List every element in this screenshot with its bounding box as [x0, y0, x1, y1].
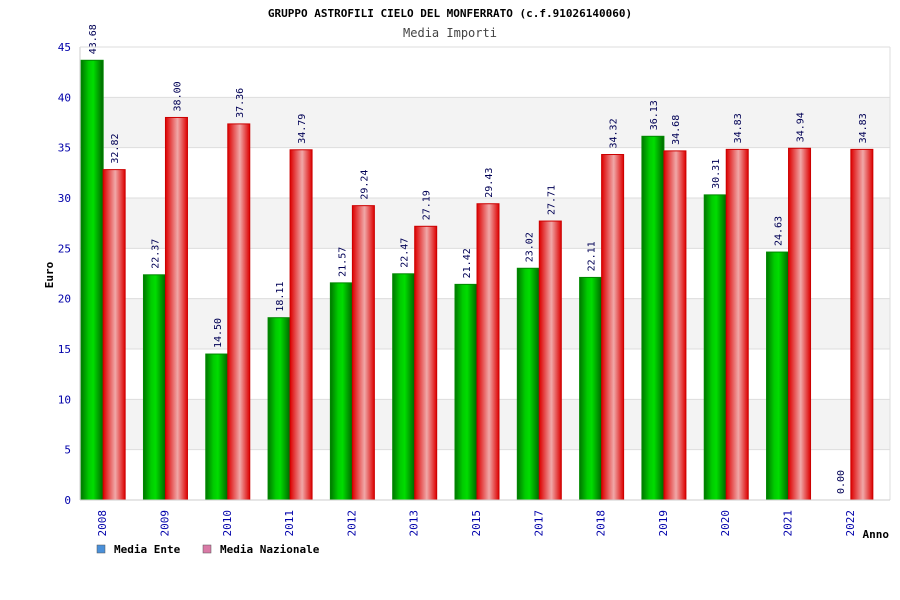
- bar-media-nazionale: [850, 148, 874, 501]
- bar-media-nazionale: [476, 203, 500, 501]
- bar-media-ente: [392, 273, 416, 501]
- bar-media-nazionale: [663, 150, 687, 501]
- chart-subtitle: Media Importi: [403, 26, 497, 40]
- legend-label: Media Nazionale: [220, 543, 320, 556]
- bars-group: [80, 59, 874, 501]
- x-tick-label: 2017: [532, 510, 545, 537]
- bar-media-nazionale: [164, 116, 188, 501]
- grid-band: [80, 97, 890, 148]
- data-label: 21.42: [462, 248, 473, 278]
- data-label: 22.37: [150, 239, 161, 269]
- data-label: 0.00: [836, 470, 847, 494]
- y-tick-label: 45: [58, 41, 71, 54]
- data-label: 22.11: [587, 241, 598, 271]
- bar-media-ente: [641, 135, 665, 501]
- bar-media-ente: [703, 194, 727, 501]
- x-tick-label: 2011: [283, 510, 296, 537]
- x-tick-label: 2013: [408, 510, 421, 537]
- x-tick-label: 2022: [844, 510, 857, 537]
- data-label: 27.71: [546, 185, 557, 215]
- x-tick-label: 2010: [221, 510, 234, 537]
- data-label: 43.68: [88, 24, 99, 54]
- y-tick-label: 15: [58, 343, 71, 356]
- bar-media-nazionale: [102, 169, 126, 501]
- y-tick-label: 5: [64, 444, 71, 457]
- bar-media-nazionale: [538, 220, 562, 501]
- y-tick-label: 0: [64, 494, 71, 507]
- data-label: 34.68: [671, 115, 682, 145]
- bar-media-nazionale: [227, 123, 251, 501]
- x-tick-label: 2020: [719, 510, 732, 537]
- x-tick-label: 2012: [345, 510, 358, 537]
- y-tick-label: 10: [58, 393, 71, 406]
- bar-media-ente: [142, 274, 166, 501]
- data-labels-group: 43.68 32.82 22.37 38.00 14.50 37.36 18.11 34.79…: [88, 24, 869, 494]
- data-label: 30.31: [711, 159, 722, 189]
- chart-title: GRUPPO ASTROFILI CIELO DEL MONFERRATO (c…: [268, 7, 632, 20]
- bar-media-ente: [516, 267, 540, 501]
- bar-media-ente: [579, 276, 603, 501]
- y-tick-label: 20: [58, 293, 71, 306]
- x-tick-label: 2008: [96, 510, 109, 537]
- data-label: 34.83: [733, 113, 744, 143]
- data-label: 37.36: [235, 88, 246, 118]
- data-label: 18.11: [275, 282, 286, 312]
- x-tick-label: 2018: [595, 510, 608, 537]
- x-tick-labels: 2008 2009 2010 2011 2012 2013 2015 2017 2018 2019…: [96, 510, 857, 537]
- data-label: 36.13: [649, 100, 660, 130]
- bar-media-nazionale: [725, 148, 749, 501]
- y-tick-label: 35: [58, 142, 71, 155]
- bar-media-ente: [329, 282, 353, 501]
- y-tick-label: 40: [58, 91, 71, 104]
- bar-media-nazionale: [601, 154, 625, 501]
- bar-media-ente: [454, 283, 478, 501]
- bar-media-nazionale: [414, 225, 438, 501]
- data-label: 21.57: [337, 247, 348, 277]
- bar-media-ente: [267, 317, 291, 501]
- bar-media-nazionale: [289, 149, 313, 501]
- x-tick-label: 2009: [158, 510, 171, 537]
- data-label: 34.83: [858, 113, 869, 143]
- x-tick-label: 2015: [470, 510, 483, 537]
- legend-swatch: [202, 544, 212, 554]
- data-label: 34.79: [297, 114, 308, 144]
- y-tick-label: 25: [58, 242, 71, 255]
- bar-media-nazionale: [351, 205, 375, 501]
- data-label: 29.24: [359, 170, 370, 200]
- x-axis-label: Anno: [863, 528, 890, 541]
- bar-media-ente: [205, 353, 229, 501]
- data-label: 38.00: [172, 81, 183, 111]
- x-tick-label: 2019: [657, 510, 670, 537]
- data-label: 23.02: [524, 232, 535, 262]
- legend: Media Ente Media Nazionale: [96, 543, 320, 556]
- data-label: 34.32: [609, 118, 620, 148]
- data-label: 34.94: [796, 112, 807, 142]
- data-label: 22.47: [400, 238, 411, 268]
- axes-group: [79, 46, 891, 501]
- y-axis-label: Euro: [43, 261, 56, 288]
- legend-swatch: [96, 544, 106, 554]
- data-label: 29.43: [484, 168, 495, 198]
- data-label: 27.19: [422, 190, 433, 220]
- y-tick-labels: 0 5 10 15 20 25 30 35 40 45: [58, 41, 71, 507]
- bar-media-nazionale: [788, 147, 812, 501]
- data-label: 14.50: [213, 318, 224, 348]
- data-label: 32.82: [110, 134, 121, 164]
- y-tick-label: 30: [58, 192, 71, 205]
- bar-media-ente: [766, 251, 790, 501]
- bar-media-ente: [80, 59, 104, 501]
- data-label: 24.63: [774, 216, 785, 246]
- legend-label: Media Ente: [114, 543, 181, 556]
- x-tick-label: 2021: [782, 510, 795, 537]
